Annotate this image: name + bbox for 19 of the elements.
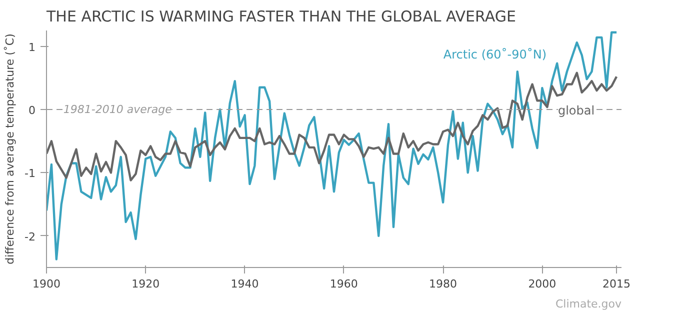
x-tick-label: 2000 [528, 278, 556, 290]
x-tick-label: 1920 [132, 278, 160, 290]
series-label: Arctic (60˚-90˚N) [443, 47, 547, 62]
chart-title: THE ARCTIC IS WARMING FASTER THAN THE GLOBAL AVERAGE [46, 8, 516, 26]
line-series [46, 31, 618, 260]
x-tick-label: 1980 [429, 278, 458, 290]
series-label: global [558, 104, 595, 118]
x-tick-label: 1960 [330, 278, 358, 290]
x-tick-label: 1900 [32, 278, 61, 290]
text: Climate.gov [555, 298, 622, 310]
ref-line-label: 1981-2010 average [63, 103, 172, 116]
y-tick-label: 1 [28, 40, 36, 54]
x-tick-label: 1940 [230, 278, 259, 290]
y-axis-title: difference from average temperature (˚C) [4, 34, 17, 264]
y-tick-label: -1 [24, 167, 36, 180]
line-series [46, 72, 618, 182]
x-tick-label: 2015 [602, 278, 631, 290]
y-tick-label: -2 [24, 230, 36, 244]
y-tick-label: 0 [28, 104, 36, 117]
